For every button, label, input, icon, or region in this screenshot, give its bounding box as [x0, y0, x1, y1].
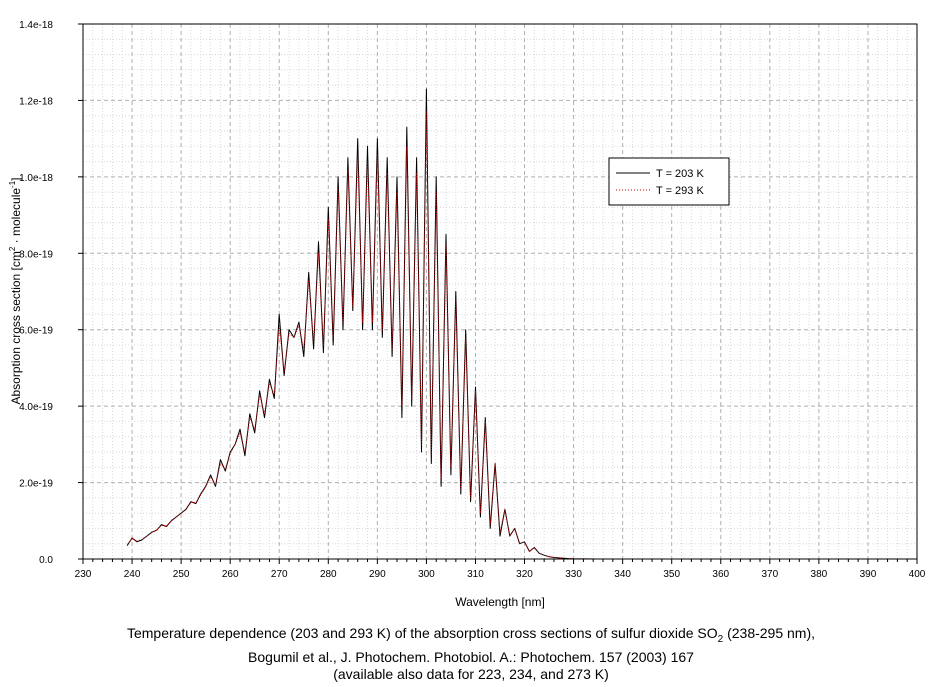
x-tick-label: 270	[271, 569, 288, 580]
x-tick-label: 320	[516, 569, 533, 580]
y-tick-label: 1.4e-18	[19, 20, 53, 31]
caption-line-3: (available also data for 223, 234, and 2…	[333, 666, 609, 682]
x-tick-label: 390	[860, 569, 877, 580]
caption-line-1-pre: Temperature dependence (203 and 293 K) o…	[126, 625, 718, 641]
plot-area	[83, 24, 917, 559]
x-axis-title: Wavelength [nm]	[455, 595, 545, 609]
series-layer	[126, 88, 893, 560]
x-tick-label: 230	[75, 569, 92, 580]
x-tick-label: 240	[124, 569, 141, 580]
minor-grid	[83, 24, 917, 559]
y-tick-label: 8.0e-19	[19, 249, 53, 260]
y-tick-label: 1.2e-18	[19, 96, 53, 107]
y-tick-label: 4.0e-19	[19, 402, 53, 413]
y-tick-label: 2.0e-19	[19, 479, 53, 490]
legend-label-203: T = 203 K	[656, 168, 704, 180]
y-axis-title-prefix: Absorption cross section [cm	[9, 251, 23, 404]
x-tick-label: 380	[811, 569, 828, 580]
caption-line-1: Temperature dependence (203 and 293 K) o…	[0, 624, 942, 649]
y-axis: 0.0 2.0e-19 4.0e-19 6.0e-19 8.0e-19 1.0e-18 1.…	[19, 20, 83, 566]
caption-line-1-sub: 2	[717, 633, 724, 645]
plot-frame	[82, 23, 918, 560]
legend: T = 203 K T = 293 K	[608, 157, 730, 206]
x-tick-label: 370	[761, 569, 778, 580]
x-tick-label: 330	[565, 569, 582, 580]
y-axis-title-mid: · molecule	[9, 188, 23, 247]
x-tick-label: 300	[418, 569, 435, 580]
y-tick-label: 6.0e-19	[19, 326, 53, 337]
chart: 230 240 250 260 270 280 290 300 310 320 330 340 350 3…	[8, 20, 926, 609]
x-tick-label: 290	[369, 569, 386, 580]
x-tick-label: 400	[909, 569, 926, 580]
legend-box	[608, 157, 730, 206]
x-tick-label: 280	[320, 569, 337, 580]
x-axis: 230 240 250 260 270 280 290 300 310 320 330 340 350 3…	[75, 559, 926, 580]
y-tick-label: 1.0e-18	[19, 173, 53, 184]
series-line-0	[126, 88, 893, 560]
y-axis-title-sup2: -1	[8, 180, 17, 188]
y-tick-label: 0.0	[39, 555, 53, 566]
y-axis-title-suffix: ]	[9, 177, 23, 180]
x-tick-label: 360	[712, 569, 729, 580]
y-axis-title: Absorption cross section [cm2 · molecule…	[8, 177, 23, 404]
x-tick-label: 350	[663, 569, 680, 580]
caption-line-1-post: (238-295 nm),	[723, 625, 816, 641]
x-tick-label: 260	[222, 569, 239, 580]
x-tick-label: 340	[614, 569, 631, 580]
caption-line-2: Bogumil et al., J. Photochem. Photobiol.…	[248, 649, 694, 665]
y-axis-title-sup1: 2	[8, 246, 17, 251]
x-tick-label: 250	[173, 569, 190, 580]
x-tick-label: 310	[467, 569, 484, 580]
legend-label-293: T = 293 K	[656, 185, 704, 197]
series-line-1	[126, 111, 893, 560]
